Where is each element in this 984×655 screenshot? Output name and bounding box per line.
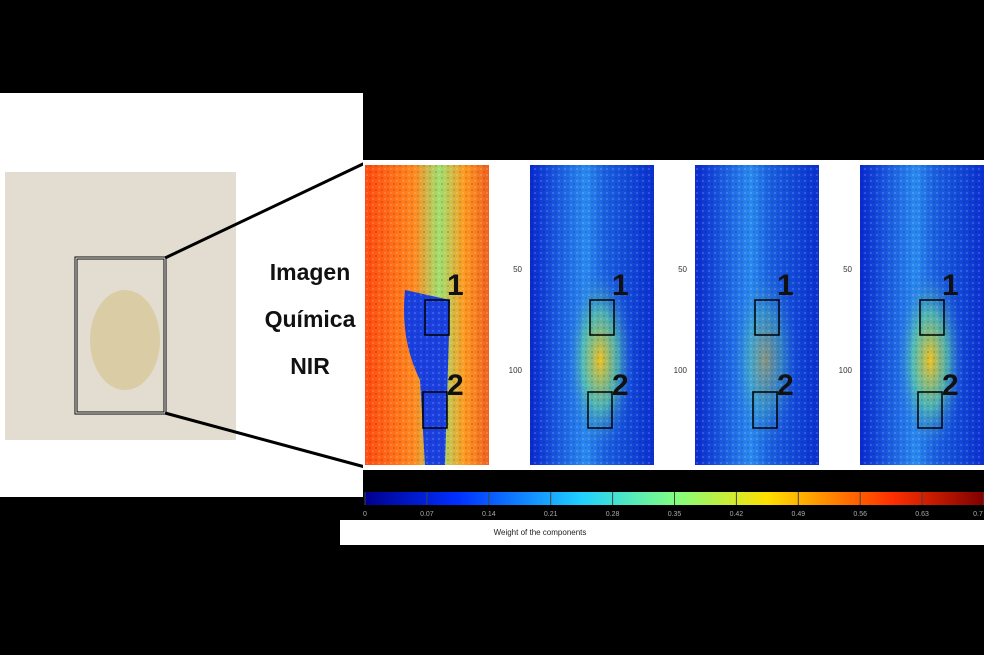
colorbar-tick-label: 0.35 <box>668 511 682 518</box>
colorbar-tick-label: 0.14 <box>482 511 496 518</box>
y-tick-label: 100 <box>839 366 853 375</box>
y-tick-label: 50 <box>843 265 852 274</box>
colorbar-tick-label: 0.63 <box>915 511 929 518</box>
region-box <box>919 299 945 336</box>
y-tick-label: 50 <box>678 265 687 274</box>
region-box <box>424 299 450 336</box>
region-box <box>589 299 615 336</box>
region-box <box>752 391 778 429</box>
colorbar-tick-label: 0.07 <box>420 511 434 518</box>
region-label: 2 <box>777 369 794 402</box>
y-tick-label: 50 <box>513 265 522 274</box>
colorbar-tick-label: 0.21 <box>544 511 558 518</box>
region-label: 2 <box>612 369 629 402</box>
y-tick-label: 100 <box>674 366 688 375</box>
colorbar-tick-label: 0.7 <box>973 511 983 518</box>
colorbar-tick-label: 0.56 <box>853 511 867 518</box>
region-box <box>754 299 780 336</box>
region-label: 2 <box>942 369 959 402</box>
region-box <box>917 391 943 429</box>
colorbar-tick-label: 0.28 <box>606 511 620 518</box>
region-label: 1 <box>612 269 629 302</box>
region-label: 1 <box>777 269 794 302</box>
colorbar-label: Weight of the components <box>494 528 587 537</box>
heatmap-noise <box>365 165 489 465</box>
heatmap-noise <box>860 165 984 465</box>
region-label: 1 <box>942 269 959 302</box>
label-strip <box>340 520 984 545</box>
y-tick-label: 100 <box>509 366 523 375</box>
region-box <box>587 391 613 429</box>
heatmap-noise <box>695 165 819 465</box>
region-label: 1 <box>447 269 464 302</box>
region-box <box>422 391 448 429</box>
region-label: 2 <box>447 369 464 402</box>
zoom-line <box>164 161 366 260</box>
heatmap-noise <box>530 165 654 465</box>
stain <box>90 290 160 390</box>
colorbar-tick-label: 0.49 <box>791 511 805 518</box>
roi-box-inner <box>75 257 166 414</box>
title-line: Imagen <box>270 259 351 285</box>
title-line: Química <box>265 306 356 332</box>
colorbar-tick-label: 0.42 <box>730 511 744 518</box>
title-line: NIR <box>290 353 330 379</box>
colorbar-tick-label: 0 <box>363 511 367 518</box>
zoom-line <box>164 411 366 469</box>
